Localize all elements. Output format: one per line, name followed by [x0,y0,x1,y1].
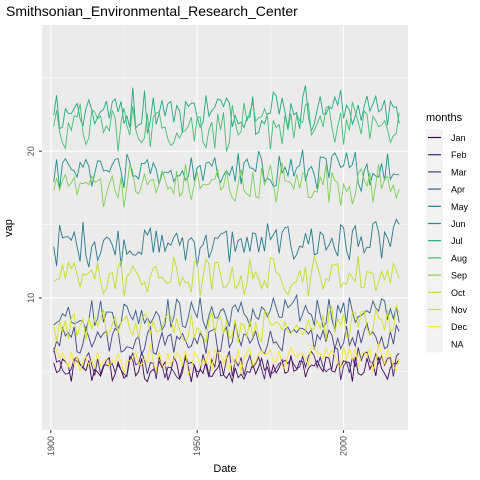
series-line-jan [53,355,400,384]
series-line-mar [53,321,400,356]
legend-key-bg [426,335,443,353]
legend-label-sep: Sep [451,271,467,281]
legend-label-jun: Jun [451,219,466,229]
series-line-aug [53,101,400,152]
series-line-feb [53,346,400,381]
series-line-nov [53,304,400,345]
legend-title: months [426,112,463,124]
legend-label-oct: Oct [451,288,466,298]
series-line-sep [53,162,400,208]
series-line-jun [53,149,400,193]
series-line-apr [53,293,400,331]
chart-title: Smithsonian_Environmental_Research_Cente… [6,3,298,19]
series-line-oct [53,255,400,297]
series-line-jul [53,85,400,136]
legend-label-may: May [451,202,469,212]
legend-label-nov: Nov [451,305,468,315]
x-tick-label: 1900 [46,436,56,456]
legend-label-apr: Apr [451,185,465,195]
legend-label-jul: Jul [451,236,463,246]
x-tick-label: 1950 [192,436,202,456]
grid [42,25,408,430]
legend-label-dec: Dec [451,322,468,332]
legend-label-na: NA [451,339,464,349]
legend-label-feb: Feb [451,150,467,160]
legend: months Jan Feb Mar Apr May Jun Jul Aug Sep Oct Nov… [426,112,469,353]
series-line-dec [53,342,400,375]
legend-label-jan: Jan [451,133,466,143]
legend-label-mar: Mar [451,167,467,177]
series-lines [53,85,400,384]
axes: 1900 1950 2000 10 20 [26,146,349,456]
series-line-may [53,218,400,268]
y-tick-label: 20 [26,146,36,156]
x-axis-title: Date [213,463,236,475]
y-tick-label: 10 [26,293,36,303]
y-axis-title: vap [3,219,15,237]
x-tick-label: 2000 [339,436,349,456]
legend-label-aug: Aug [451,253,467,263]
